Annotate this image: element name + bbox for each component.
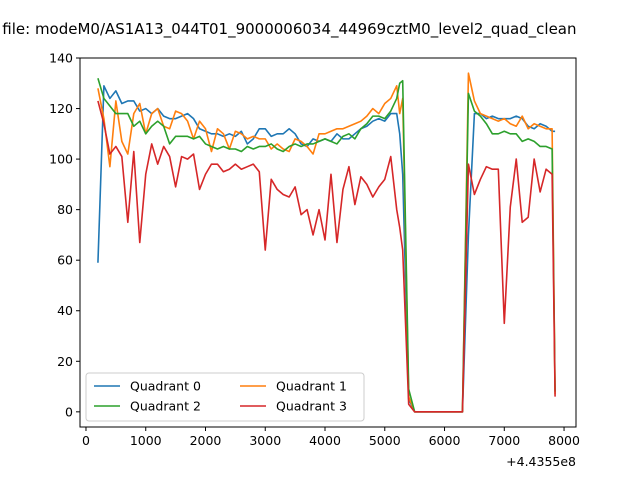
y-tick-label: 40 [57, 303, 73, 318]
series-line-quadrant-3 [97, 100, 556, 413]
x-tick-label: 1000 [130, 433, 162, 448]
x-tick-label: 4000 [309, 433, 341, 448]
y-tick-label: 20 [57, 354, 73, 369]
y-tick-label: 0 [65, 404, 73, 419]
y-tick-label: 80 [57, 202, 73, 217]
legend-label-quadrant-0: Quadrant 0 [130, 379, 201, 394]
legend: Quadrant 0 Quadrant 2 Quadrant 1 Quadrant 3 [85, 372, 365, 422]
chart-title: n file: modeM0/AS1A13_044T01_9000006034_… [0, 20, 577, 39]
legend-label-quadrant-3: Quadrant 3 [276, 399, 347, 414]
x-offset-label: +4.4355e8 [506, 454, 576, 469]
x-axis: 0 1000 2000 3000 4000 5000 6000 7000 8000 [82, 427, 580, 448]
plot-frame [79, 57, 577, 428]
x-tick-label: 5000 [369, 433, 401, 448]
x-tick-label: 8000 [548, 433, 580, 448]
legend-label-quadrant-1: Quadrant 1 [276, 379, 347, 394]
y-axis: 0 20 40 60 80 100 120 140 [49, 51, 80, 419]
x-tick-label: 3000 [249, 433, 281, 448]
y-tick-label: 140 [49, 51, 73, 66]
y-tick-label: 100 [49, 152, 73, 167]
x-tick-label: 7000 [488, 433, 520, 448]
x-tick-label: 6000 [429, 433, 461, 448]
y-tick-label: 120 [49, 101, 73, 116]
series-line-quadrant-2 [97, 77, 556, 413]
series-line-quadrant-1 [97, 72, 556, 413]
plot-area [97, 72, 556, 413]
x-tick-label: 0 [82, 433, 90, 448]
series-line-quadrant-0 [97, 85, 556, 413]
x-tick-label: 2000 [190, 433, 222, 448]
legend-label-quadrant-2: Quadrant 2 [130, 399, 201, 414]
y-tick-label: 60 [57, 253, 73, 268]
legend-box [85, 372, 365, 422]
